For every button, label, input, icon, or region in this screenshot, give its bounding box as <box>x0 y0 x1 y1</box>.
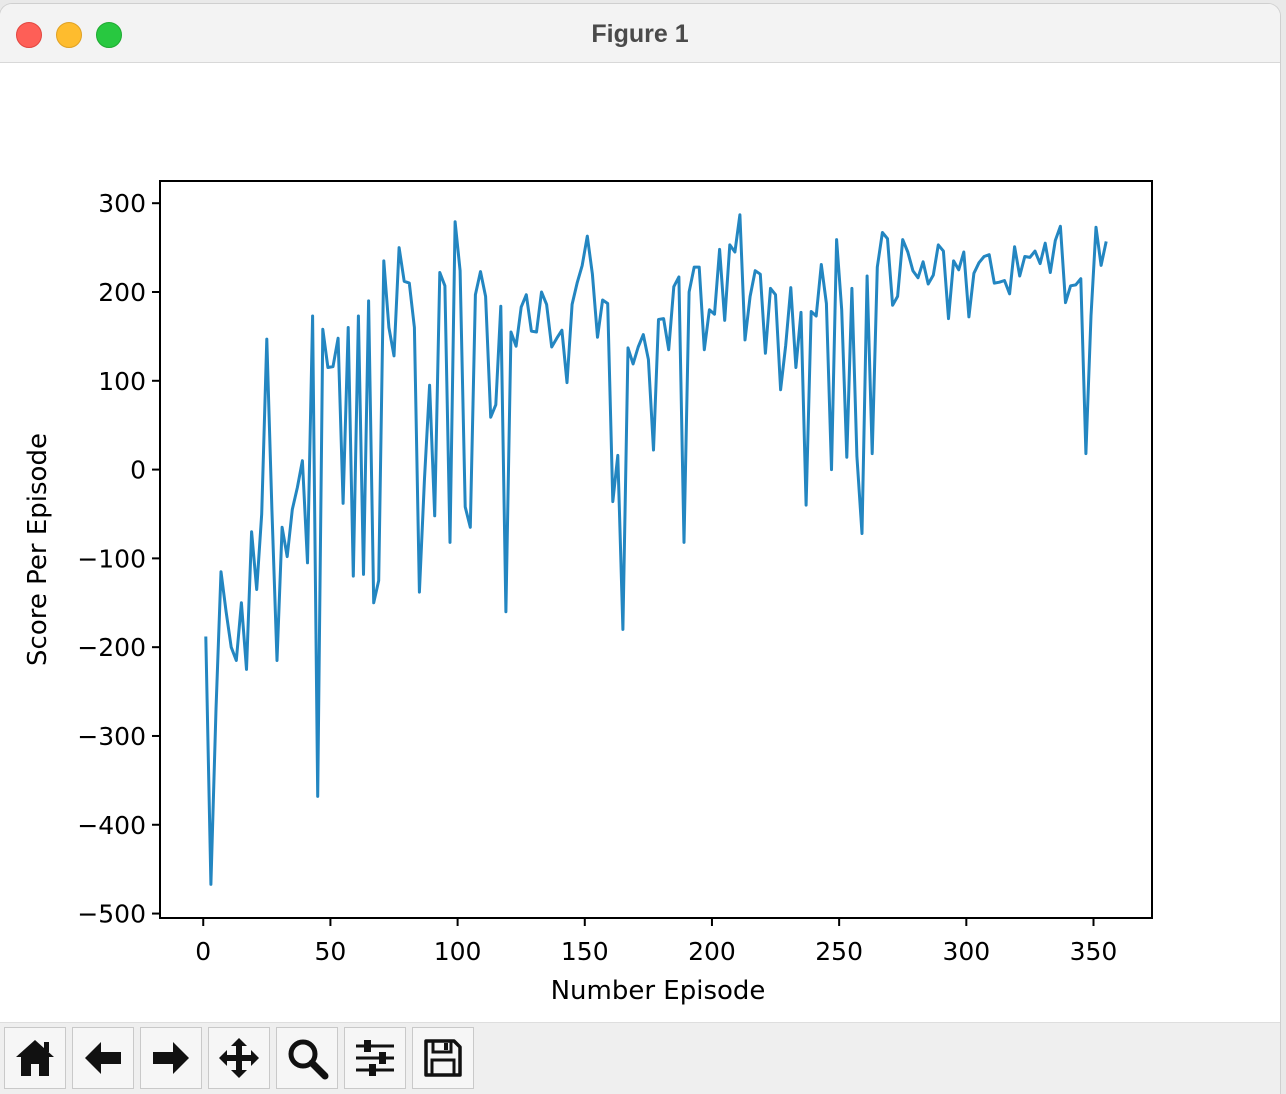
x-tick-label-350: 350 <box>1070 937 1118 966</box>
y-tick-label--200: −200 <box>77 633 146 662</box>
close-window-button[interactable] <box>16 22 42 48</box>
configure-subplots-button[interactable] <box>344 1027 406 1089</box>
x-axis-label: Number Episode <box>551 976 766 1006</box>
y-tick-label-100: 100 <box>98 367 146 396</box>
x-tick-label-0: 0 <box>195 937 211 966</box>
navigation-toolbar <box>0 1022 1280 1094</box>
minimize-window-button[interactable] <box>56 22 82 48</box>
home-icon <box>16 1040 54 1076</box>
series-line-0 <box>204 213 1108 886</box>
y-tick-label-300: 300 <box>98 189 146 218</box>
x-tick-label-50: 50 <box>315 937 347 966</box>
home-button[interactable] <box>4 1027 66 1089</box>
y-tick-label--100: −100 <box>77 544 146 573</box>
window-title: Figure 1 <box>591 20 689 48</box>
move-icon <box>219 1038 259 1078</box>
save-button[interactable] <box>412 1027 474 1089</box>
title-bar[interactable]: Figure 1 <box>0 4 1280 63</box>
x-tick-label-250: 250 <box>815 937 863 966</box>
y-tick-label--300: −300 <box>77 722 146 751</box>
save-icon <box>424 1039 462 1077</box>
sliders-icon <box>356 1040 394 1076</box>
y-tick-label--400: −400 <box>77 811 146 840</box>
back-button[interactable] <box>72 1027 134 1089</box>
pan-button[interactable] <box>208 1027 270 1089</box>
zoom-button[interactable] <box>276 1027 338 1089</box>
figure-window: Figure 1 0 50 100 150 200 250 300 350 −500 −400 −3… <box>0 4 1280 1094</box>
y-tick-label-0: 0 <box>130 456 146 485</box>
line-chart: 0 50 100 150 200 250 300 350 −500 −400 −300 −200 −10… <box>23 180 1153 1006</box>
y-tick-label-200: 200 <box>98 278 146 307</box>
search-icon <box>288 1039 329 1080</box>
x-tick-label-150: 150 <box>561 937 609 966</box>
y-tick-label--500: −500 <box>77 900 146 929</box>
x-tick-label-100: 100 <box>434 937 482 966</box>
y-axis-label: Score Per Episode <box>23 433 53 666</box>
arrow-left-icon <box>85 1042 121 1074</box>
figure-canvas[interactable]: 0 50 100 150 200 250 300 350 −500 −400 −300 −200 −10… <box>0 63 1280 1024</box>
arrow-right-icon <box>153 1042 189 1074</box>
x-tick-label-200: 200 <box>688 937 736 966</box>
forward-button[interactable] <box>140 1027 202 1089</box>
plot-frame <box>159 180 1153 919</box>
maximize-window-button[interactable] <box>96 22 122 48</box>
x-tick-label-300: 300 <box>942 937 990 966</box>
